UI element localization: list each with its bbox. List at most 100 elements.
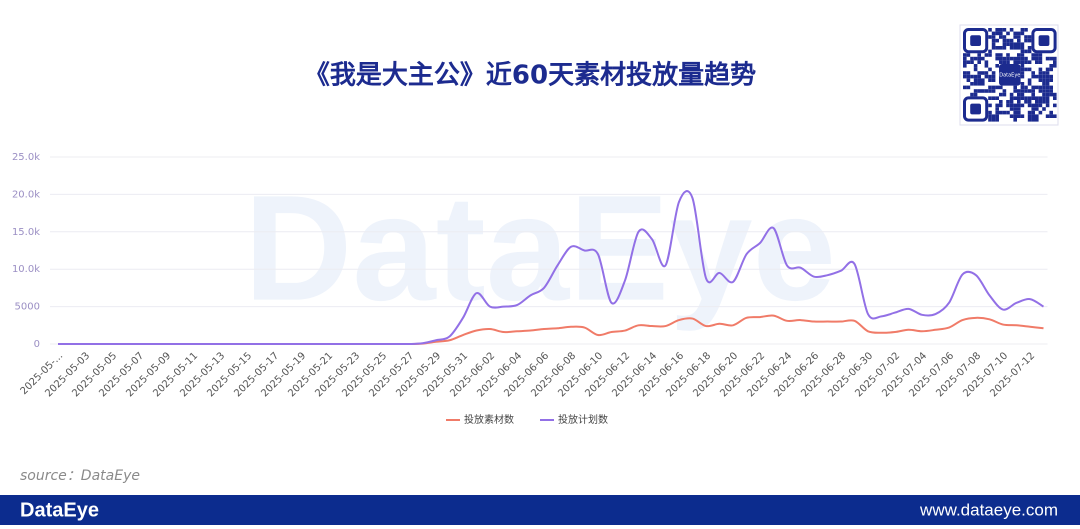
qr-module [1045, 56, 1050, 61]
qr-module [1031, 114, 1035, 118]
qr-module [1020, 31, 1025, 36]
qr-module [1027, 96, 1032, 100]
qr-module [1038, 78, 1043, 82]
qr-module [1027, 38, 1032, 43]
qr-module [1020, 89, 1025, 93]
qr-module [1020, 60, 1025, 64]
qr-module [1013, 107, 1017, 111]
qr-module [991, 38, 996, 43]
qr-module [991, 96, 996, 100]
qr-module [1017, 103, 1021, 108]
chart-title: 《我是大主公》近60天素材投放量趋势 [304, 60, 756, 91]
qr-module [1038, 53, 1043, 57]
qr-finder [1031, 28, 1057, 54]
qr-module [1024, 96, 1028, 100]
qr-module [1035, 53, 1039, 57]
qr-module [1013, 110, 1017, 115]
qr-module [1038, 67, 1043, 72]
qr-module [1013, 89, 1017, 93]
qr-module [1020, 74, 1025, 79]
qr-logo [999, 64, 1021, 86]
qr-module [1009, 42, 1014, 46]
qr-module [995, 114, 999, 118]
qr-module [1009, 107, 1014, 111]
qr-module [973, 92, 978, 97]
y-tick-label: 25.0k [12, 152, 40, 163]
qr-module [991, 78, 996, 82]
qr-module [1045, 78, 1050, 82]
qr-module [1006, 56, 1010, 61]
qr-module [1045, 85, 1050, 90]
qr-module [977, 74, 981, 79]
qr-module [1006, 38, 1010, 43]
qr-module [1020, 85, 1025, 90]
qr-module [1024, 60, 1028, 64]
qr-module [1020, 56, 1025, 61]
qr-module [1027, 82, 1032, 86]
qr-module [1017, 46, 1021, 50]
qr-module [1013, 42, 1017, 46]
qr-module [999, 35, 1003, 39]
qr-module [995, 103, 999, 108]
qr-module [1049, 64, 1053, 68]
qr-module [991, 71, 996, 75]
qr-module [995, 56, 999, 61]
qr-module [1017, 38, 1021, 43]
qr-module [973, 56, 978, 61]
qr-module [1020, 28, 1025, 32]
qr-module [1042, 107, 1046, 111]
qr-module [1024, 35, 1028, 39]
qr-module [970, 74, 974, 79]
qr-module [1042, 89, 1046, 93]
qr-module [988, 85, 992, 90]
qr-module [1002, 38, 1007, 43]
qr-module [1031, 92, 1035, 97]
qr-module [1038, 56, 1043, 61]
qr-module [963, 64, 967, 68]
qr-module [1042, 96, 1046, 100]
qr-module [1002, 42, 1007, 46]
qr-module [963, 85, 967, 90]
qr-module [1013, 60, 1017, 64]
qr-module [1013, 96, 1017, 100]
qr-module [1049, 92, 1053, 97]
qr-module [973, 89, 978, 93]
qr-module [1049, 85, 1053, 90]
qr-module [999, 92, 1003, 97]
qr-module [1020, 114, 1025, 118]
qr-module [1006, 103, 1010, 108]
qr-module [1024, 67, 1028, 72]
qr-module [970, 82, 974, 86]
qr-finder-dot [970, 103, 981, 115]
qr-module [1009, 28, 1014, 32]
qr-module [1042, 100, 1046, 104]
qr-module [995, 64, 999, 68]
y-tick-label: 15.0k [12, 227, 40, 238]
qr-module [1002, 56, 1007, 61]
qr-module [1020, 92, 1025, 97]
qr-module [995, 118, 999, 122]
qr-module [1017, 35, 1021, 39]
qr-module [1024, 28, 1028, 32]
qr-module [1045, 92, 1050, 97]
qr-module [1045, 103, 1050, 108]
qr-module [1035, 56, 1039, 61]
qr-module [988, 96, 992, 100]
qr-module [991, 46, 996, 50]
qr-module [1038, 71, 1043, 75]
qr-module [991, 114, 996, 118]
qr-module [988, 103, 992, 108]
qr-module [1042, 85, 1046, 90]
qr-module [1045, 96, 1050, 100]
footer-url: www.dataeye.com [919, 500, 1058, 519]
qr-module [1027, 103, 1032, 108]
qr-module [1024, 85, 1028, 90]
qr-module [1049, 110, 1053, 115]
qr-module [1035, 74, 1039, 79]
qr-module [1031, 85, 1035, 90]
qr-module [1038, 89, 1043, 93]
qr-module [1049, 74, 1053, 79]
qr-module [1017, 96, 1021, 100]
qr-code: DataEye [959, 24, 1059, 126]
qr-module [973, 74, 978, 79]
